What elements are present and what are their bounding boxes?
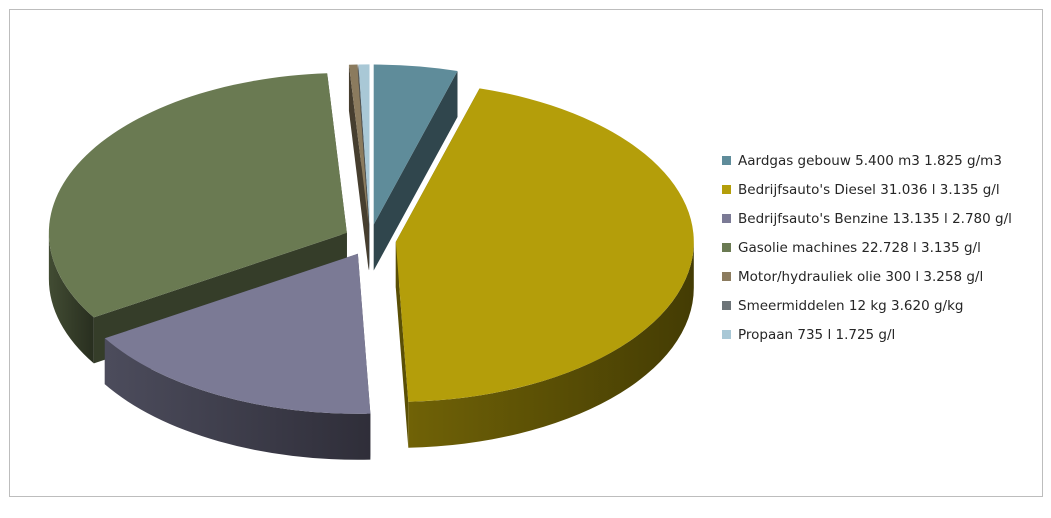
pie-slice-side-0 bbox=[373, 71, 458, 271]
legend-swatch-3 bbox=[722, 243, 731, 252]
legend-label-0: Aardgas gebouw 5.400 m3 1.825 g/m3 bbox=[738, 152, 1002, 169]
pie-slice-2 bbox=[104, 253, 371, 414]
legend-item-2: Bedrijfsauto's Benzine 13.135 l 2.780 g/… bbox=[722, 204, 1012, 233]
legend-swatch-6 bbox=[722, 330, 731, 339]
pie-slice-4 bbox=[348, 64, 369, 225]
legend-item-6: Propaan 735 l 1.725 g/l bbox=[722, 320, 1012, 349]
slice-tops bbox=[48, 64, 694, 414]
legend-label-5: Smeermiddelen 12 kg 3.620 g/kg bbox=[738, 297, 964, 314]
legend-swatch-1 bbox=[722, 185, 731, 194]
legend-swatch-0 bbox=[722, 156, 731, 165]
legend-swatch-5 bbox=[722, 301, 731, 310]
legend-swatch-4 bbox=[722, 272, 731, 281]
legend-item-1: Bedrijfsauto's Diesel 31.036 l 3.135 g/l bbox=[722, 175, 1012, 204]
legend-item-5: Smeermiddelen 12 kg 3.620 g/kg bbox=[722, 291, 1012, 320]
pie-slice-3 bbox=[48, 73, 347, 318]
legend-item-0: Aardgas gebouw 5.400 m3 1.825 g/m3 bbox=[722, 146, 1012, 175]
pie-slice-1 bbox=[395, 88, 694, 402]
legend-label-4: Motor/hydrauliek olie 300 l 3.258 g/l bbox=[738, 268, 984, 285]
legend-label-1: Bedrijfsauto's Diesel 31.036 l 3.135 g/l bbox=[738, 181, 1000, 198]
legend-label-3: Gasolie machines 22.728 l 3.135 g/l bbox=[738, 239, 981, 256]
legend-item-4: Motor/hydrauliek olie 300 l 3.258 g/l bbox=[722, 262, 1012, 291]
legend: Aardgas gebouw 5.400 m3 1.825 g/m3 Bedrij… bbox=[722, 146, 1012, 349]
legend-label-6: Propaan 735 l 1.725 g/l bbox=[738, 326, 896, 343]
legend-label-2: Bedrijfsauto's Benzine 13.135 l 2.780 g/… bbox=[738, 210, 1012, 227]
legend-item-3: Gasolie machines 22.728 l 3.135 g/l bbox=[722, 233, 1012, 262]
legend-swatch-2 bbox=[722, 214, 731, 223]
pie-slice-0 bbox=[373, 64, 458, 225]
pie-slice-5 bbox=[357, 64, 370, 225]
pie-slice-6 bbox=[358, 64, 370, 225]
